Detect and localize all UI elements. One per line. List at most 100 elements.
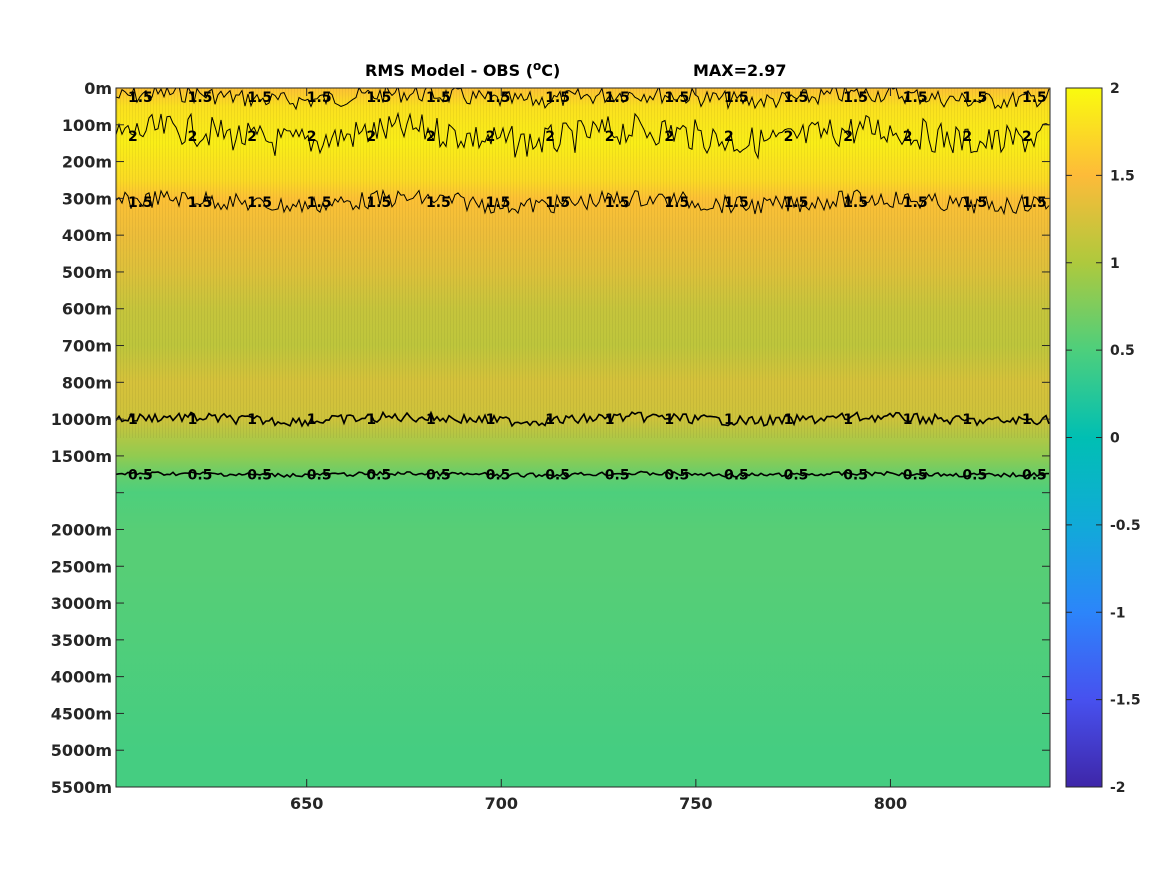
contour-label: 2 xyxy=(366,129,376,145)
contour-label: 1 xyxy=(247,412,257,428)
contour-label: 0.5 xyxy=(1022,467,1047,483)
contour-label: 2 xyxy=(724,129,734,145)
colorbar-tick-label: 1 xyxy=(1110,256,1120,272)
contour-label: 0.5 xyxy=(247,467,272,483)
contour-label: 1.5 xyxy=(307,90,332,106)
contour-label: 1.5 xyxy=(784,195,809,211)
contour-line xyxy=(116,188,1050,216)
contour-label: 1 xyxy=(605,412,615,428)
y-tick-label: 5500m xyxy=(51,778,112,797)
x-tick-label: 650 xyxy=(290,794,323,813)
contour-label: 1.5 xyxy=(307,195,332,211)
y-tick-label: 4500m xyxy=(51,704,112,723)
contour-label: 0.5 xyxy=(366,467,391,483)
contour-label: 1.5 xyxy=(188,195,213,211)
y-tick-label: 2500m xyxy=(51,557,112,576)
y-tick-label: 300m xyxy=(62,189,112,208)
contour-label: 1.5 xyxy=(545,90,570,106)
contour-label: 0.5 xyxy=(903,467,928,483)
contour-label: 2 xyxy=(664,129,674,145)
contour-label: 1.5 xyxy=(128,90,153,106)
colorbar-tick-label: -1 xyxy=(1110,605,1126,621)
contour-label: 1 xyxy=(128,412,138,428)
y-tick-label: 0m xyxy=(84,79,112,98)
y-tick-label: 3500m xyxy=(51,631,112,650)
contour-label: 1.5 xyxy=(903,195,928,211)
contour-label: 1 xyxy=(724,412,734,428)
contour-label: 0.5 xyxy=(307,467,332,483)
contour-label: 1.5 xyxy=(247,195,272,211)
contour-label: 2 xyxy=(307,129,317,145)
y-tick-label: 3000m xyxy=(51,594,112,613)
contour-label: 1.5 xyxy=(664,90,689,106)
colorbar-tick-label: 1.5 xyxy=(1110,168,1135,184)
colorbar-ticks: -2 -1.5 -1 -0.5 0 0.5 1 1.5 2 xyxy=(1066,81,1141,796)
contour-label: 1.5 xyxy=(784,90,809,106)
contour-label: 1.5 xyxy=(843,90,868,106)
contour-label: 0.5 xyxy=(545,467,570,483)
contour-label: 1 xyxy=(366,412,376,428)
colorbar-tick-label: 0 xyxy=(1110,431,1120,447)
contour-label: 2 xyxy=(128,129,138,145)
contour-label: 1.5 xyxy=(664,195,689,211)
contour-label: 1.5 xyxy=(128,195,153,211)
contour-label: 1 xyxy=(903,412,913,428)
title-prefix: RMS Model - OBS ( xyxy=(365,61,533,80)
contour-line xyxy=(116,410,1050,428)
contour-label: 1.5 xyxy=(366,90,391,106)
contour-label: 0.5 xyxy=(724,467,749,483)
y-tick-label: 700m xyxy=(62,337,112,356)
contour-label: 1.5 xyxy=(426,90,451,106)
max-label: MAX=2.97 xyxy=(693,61,787,80)
contour-label: 1.5 xyxy=(426,195,451,211)
contour-label: 2 xyxy=(486,129,496,145)
contour-label: 1.5 xyxy=(366,195,391,211)
y-tick-label: 2000m xyxy=(51,520,112,539)
heatmap-texture xyxy=(116,88,1050,438)
contour-label: 1.5 xyxy=(486,195,511,211)
y-tick-label: 4000m xyxy=(51,668,112,687)
contour-label: 1.5 xyxy=(724,90,749,106)
plot-frame xyxy=(115,87,1051,788)
y-tick-label: 200m xyxy=(62,153,112,172)
contour-label: 2 xyxy=(545,129,555,145)
title-superscript: o xyxy=(533,59,541,73)
contour-label: 1 xyxy=(962,412,972,428)
contour-label: 1 xyxy=(1022,412,1032,428)
contour-label: 0.5 xyxy=(426,467,451,483)
contour-label: 2 xyxy=(426,129,436,145)
contour-label: 1.5 xyxy=(962,195,987,211)
y-axis: 0m 100m 200m 300m 400m 500m 600m 700m 800m 1000m 1… xyxy=(51,79,1050,797)
contour-label: 1 xyxy=(545,412,555,428)
contour-line xyxy=(116,470,1050,479)
contour-label: 1.5 xyxy=(903,90,928,106)
y-tick-label: 500m xyxy=(62,263,112,282)
title-suffix: C) xyxy=(541,61,560,80)
colorbar: -2 -1.5 -1 -0.5 0 0.5 1 1.5 2 xyxy=(1065,81,1141,796)
contour-label: 1.5 xyxy=(545,195,570,211)
contour-label: 0.5 xyxy=(962,467,987,483)
contour-label: 2 xyxy=(962,129,972,145)
contour-label: 0.5 xyxy=(784,467,809,483)
contour-label: 1.5 xyxy=(605,90,630,106)
colorbar-tick-label: -0.5 xyxy=(1110,518,1141,534)
contour-label: 1.5 xyxy=(486,90,511,106)
contour-label: 1.5 xyxy=(1022,195,1047,211)
contour-label: 1.5 xyxy=(1022,90,1047,106)
y-tick-label: 1000m xyxy=(51,410,112,429)
contour-label: 0.5 xyxy=(128,467,153,483)
y-tick-label: 100m xyxy=(62,116,112,135)
contour-label: 0.5 xyxy=(486,467,511,483)
contour-label: 1.5 xyxy=(605,195,630,211)
contour-label: 2 xyxy=(1022,129,1032,145)
contour-label: 0.5 xyxy=(188,467,213,483)
contour-label: 2 xyxy=(784,129,794,145)
contour-line xyxy=(116,111,1050,160)
contour-label: 1 xyxy=(486,412,496,428)
contour-label: 2 xyxy=(903,129,913,145)
y-tick-label: 400m xyxy=(62,226,112,245)
contour-label: 2 xyxy=(605,129,615,145)
x-tick-label: 750 xyxy=(679,794,712,813)
contour-label: 2 xyxy=(188,129,198,145)
